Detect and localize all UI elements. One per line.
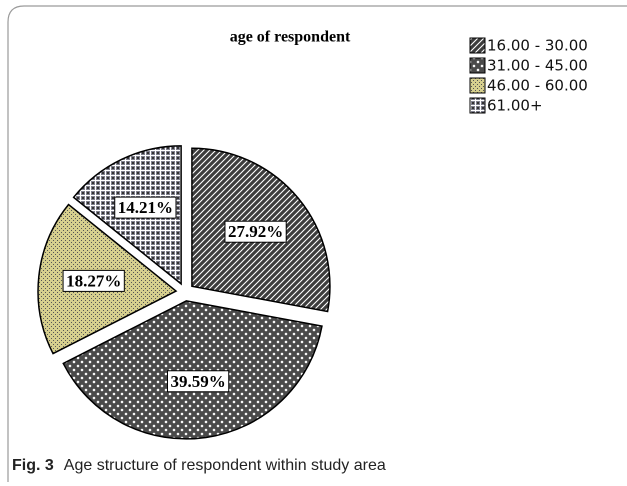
caption-text: Age structure of respondent within study… — [64, 457, 386, 474]
figure-border — [7, 5, 627, 482]
data-label-box — [114, 196, 177, 219]
data-label-box — [224, 220, 287, 243]
legend-swatch — [469, 37, 486, 54]
chart-title: age of respondent — [230, 29, 351, 46]
data-label: 14.21% — [118, 198, 173, 217]
pie-slice — [62, 300, 323, 440]
legend-label: 46.00 - 60.00 — [487, 77, 588, 95]
legend-label: 31.00 - 45.00 — [487, 57, 588, 75]
legend-swatch — [469, 97, 486, 114]
figure-label: Fig. 3 — [12, 457, 54, 474]
data-label: 18.27% — [66, 271, 121, 290]
caption: Fig. 3 Age structure of respondent within… — [12, 457, 386, 474]
data-label: 39.59% — [170, 372, 225, 391]
data-label-box — [166, 370, 230, 393]
legend-label: 16.00 - 30.00 — [487, 37, 588, 55]
data-label: 27.92% — [228, 222, 283, 241]
legend-swatch — [469, 57, 486, 74]
data-label-box — [62, 269, 125, 292]
legend-swatch — [469, 77, 486, 94]
legend-label: 61.00+ — [487, 97, 543, 115]
